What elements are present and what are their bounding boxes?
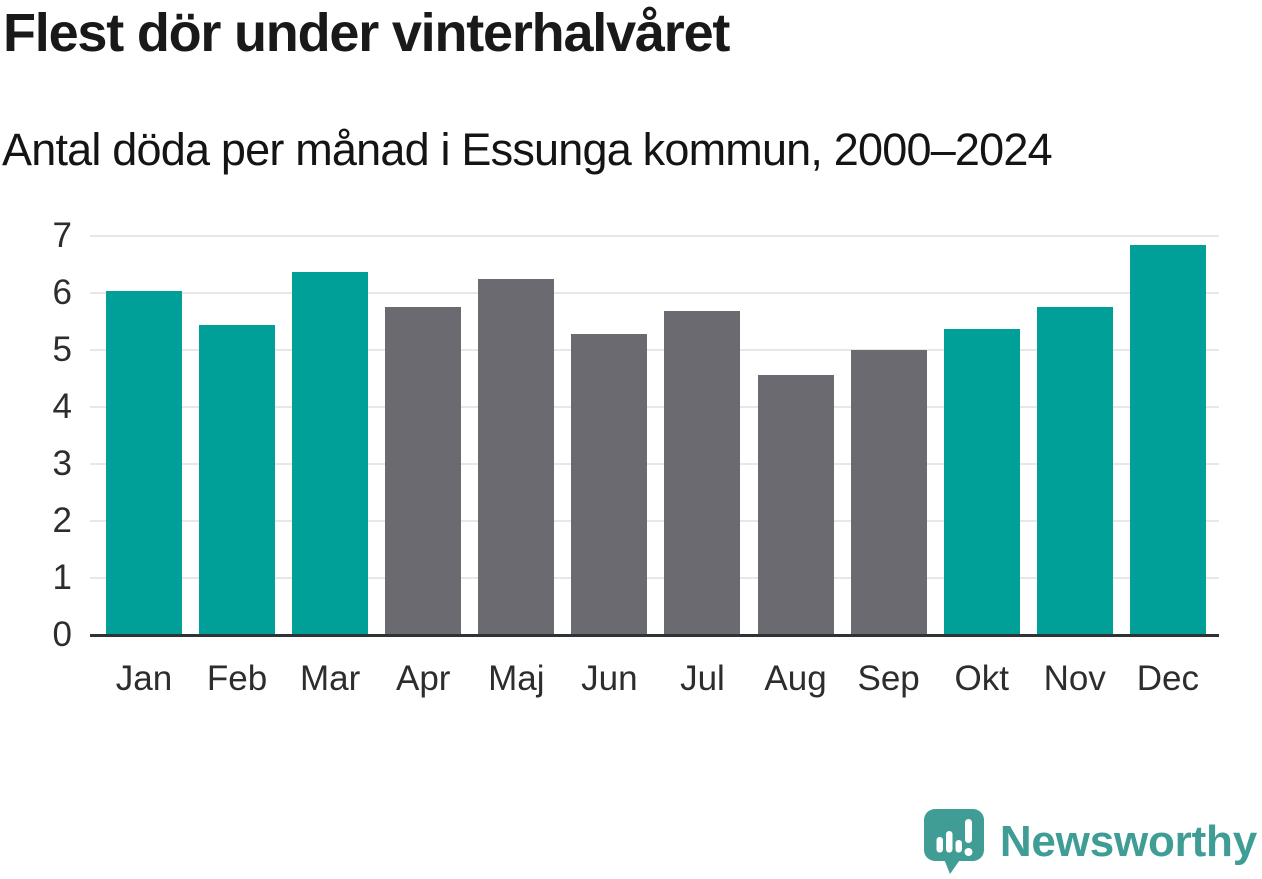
x-tick-label-mar: Mar <box>300 659 361 698</box>
y-tick-label-2: 2 <box>52 500 72 540</box>
y-tick-label-5: 5 <box>52 329 72 369</box>
x-tick-label-feb: Feb <box>206 659 268 698</box>
gridline-6 <box>90 292 1219 294</box>
gridline-1 <box>90 577 1219 579</box>
bar-aug <box>757 375 834 635</box>
y-tick-label-7: 7 <box>52 215 72 255</box>
x-tick-label-okt: Okt <box>954 659 1009 698</box>
brand-name: Newsworthy <box>999 816 1257 866</box>
bar-mar <box>292 272 369 635</box>
x-axis: Jan Feb Mar Apr Maj Jun Jul Aug Sep Okt Nov Dec <box>90 658 1219 700</box>
brand-footer: Newsworthy <box>923 808 1257 875</box>
bar-maj <box>478 279 555 635</box>
bar-jun <box>571 334 648 635</box>
bar-sep <box>850 350 927 635</box>
x-tick-label-sep: Sep <box>857 659 920 698</box>
bar-jul <box>664 311 741 635</box>
gridline-3 <box>90 463 1219 465</box>
bar-chart-plot-area <box>90 235 1219 637</box>
chart-title: Flest dör under vinterhalvåret <box>3 3 730 63</box>
x-tick-label-jul: Jul <box>680 659 725 698</box>
chart-subtitle: Antal döda per månad i Essunga kommun, 2… <box>2 124 1053 175</box>
bar-jan <box>106 290 182 635</box>
y-tick-label-6: 6 <box>52 272 72 312</box>
bar-nov <box>1036 306 1113 635</box>
gridline-5 <box>90 349 1219 351</box>
y-axis: 0 1 2 3 4 5 6 7 <box>36 218 72 652</box>
x-tick-label-jan: Jan <box>115 659 173 698</box>
bar-dec <box>1129 245 1206 635</box>
bar-apr <box>385 306 462 635</box>
x-tick-label-apr: Apr <box>396 659 451 698</box>
x-tick-label-aug: Aug <box>764 659 827 698</box>
y-tick-label-1: 1 <box>52 557 72 597</box>
x-tick-label-jun: Jun <box>581 659 638 698</box>
newsworthy-logo-icon <box>923 809 984 874</box>
bar-okt <box>943 329 1020 635</box>
y-tick-label-0: 0 <box>52 614 72 654</box>
x-tick-label-dec: Dec <box>1136 659 1199 698</box>
y-tick-label-3: 3 <box>52 443 72 483</box>
x-tick-label-maj: Maj <box>488 659 545 698</box>
gridline-2 <box>90 520 1219 522</box>
x-axis-baseline <box>90 634 1219 637</box>
y-tick-label-4: 4 <box>52 386 72 426</box>
bar-feb <box>199 324 276 635</box>
gridline-4 <box>90 406 1219 408</box>
x-tick-label-nov: Nov <box>1043 659 1106 698</box>
gridline-7 <box>90 235 1219 237</box>
bars <box>90 236 1219 635</box>
